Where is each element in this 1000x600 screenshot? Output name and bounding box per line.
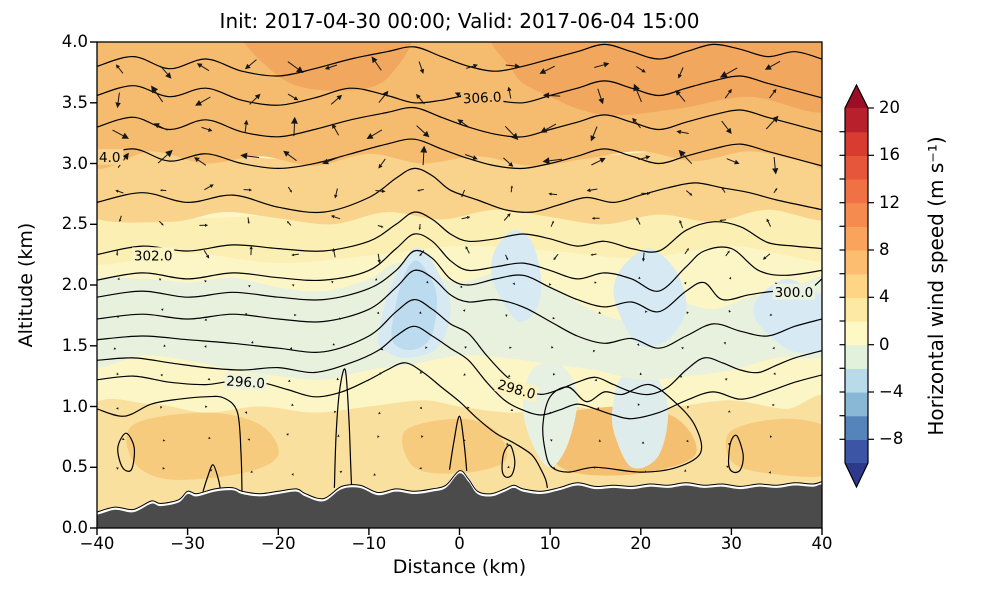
- y-tick-label: 3.5: [61, 92, 88, 112]
- x-tick-label: −40: [79, 534, 115, 553]
- svg-text:306.0: 306.0: [463, 89, 502, 107]
- x-tick-label: 40: [811, 534, 833, 553]
- svg-text:300.0: 300.0: [775, 285, 814, 301]
- y-tick-label: 2.0: [61, 275, 88, 294]
- x-tick-label: 30: [720, 534, 742, 553]
- colorbar-tick-label: −4: [879, 382, 904, 401]
- svg-text:302.0: 302.0: [134, 248, 173, 264]
- svg-text:296.0: 296.0: [226, 373, 266, 392]
- x-tick-label: −10: [351, 534, 387, 553]
- y-tick-label: 0.5: [61, 457, 88, 477]
- y-axis-label: Altitude (km): [15, 222, 37, 348]
- x-tick-label: 10: [539, 534, 561, 553]
- y-tick-label: 1.0: [61, 396, 88, 416]
- colorbar-tick-label: 8: [879, 240, 890, 259]
- colorbar-label: Horizontal wind speed (m s⁻¹): [924, 136, 948, 436]
- plot-title: Init: 2017-04-30 00:00; Valid: 2017-06-0…: [219, 9, 700, 33]
- colorbar-tick-label: −8: [879, 429, 904, 449]
- y-tick-label: 1.5: [61, 335, 88, 355]
- colorbar-tick-label: 16: [879, 145, 900, 165]
- y-tick-label: 3.0: [61, 153, 88, 173]
- x-tick-label: 0: [454, 534, 465, 553]
- y-tick-label: 4.0: [61, 32, 88, 51]
- x-axis-label: Distance (km): [392, 556, 527, 578]
- colorbar-tick-label: 12: [879, 192, 900, 212]
- x-tick-label: 20: [630, 534, 652, 553]
- colorbar-tick-label: 20: [879, 98, 900, 117]
- y-tick-label: 0.0: [61, 518, 88, 537]
- x-tick-label: −20: [260, 534, 296, 553]
- colorbar-tick-label: 0: [879, 334, 890, 354]
- x-tick-label: −30: [170, 534, 206, 553]
- svg-text:4.0: 4.0: [99, 150, 120, 166]
- y-tick-label: 2.5: [61, 214, 88, 234]
- colorbar-tick-label: 4: [879, 287, 890, 307]
